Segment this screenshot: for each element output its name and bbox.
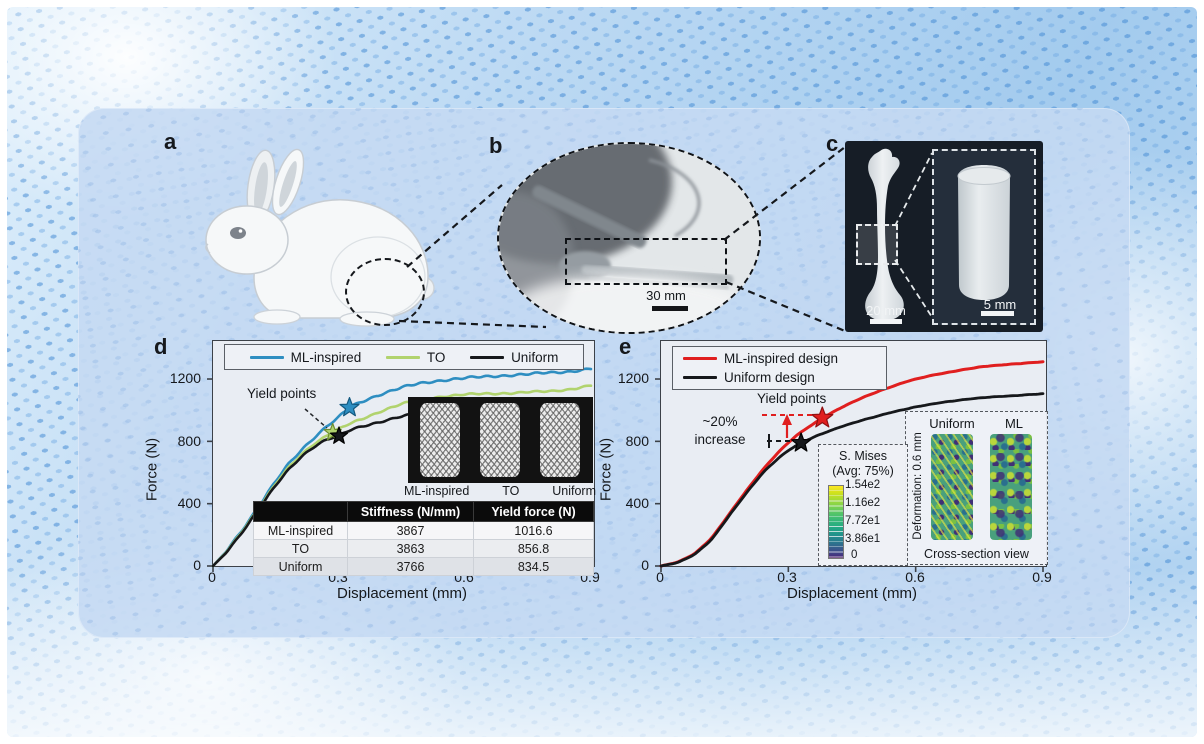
legend-item: Uniform design	[683, 370, 815, 385]
legend-label: Uniform design	[724, 370, 815, 385]
scaffold-label-to: TO	[502, 484, 520, 498]
panel-e-label: e	[619, 334, 632, 359]
legend-item: ML-inspired	[249, 349, 362, 365]
rabbit-eye	[230, 227, 246, 239]
panel-b-label: b	[489, 133, 503, 158]
table-row: ML-inspired 3867 1016.6	[253, 521, 594, 540]
mises-tick: 0	[851, 549, 858, 561]
scaffold-label-ml: ML-inspired	[404, 484, 470, 498]
yield-point-star	[791, 432, 812, 452]
chart-e-legend: ML-inspired design Uniform design	[672, 346, 887, 390]
bone-cylinder-image	[957, 165, 1011, 300]
mises-tick: 3.86e1	[845, 533, 881, 545]
panel-d-label: d	[154, 334, 168, 359]
e-ytick-400: 400	[625, 495, 649, 511]
table-row: TO 3863 856.8	[253, 539, 594, 558]
panel-a-label: a	[164, 129, 177, 154]
e-xtick-09: 0.9	[1032, 569, 1052, 585]
d-scaffold-inset	[408, 397, 593, 483]
ml-fea-image	[990, 434, 1032, 540]
d-ytick-400: 400	[177, 495, 201, 511]
mises-legend-box: S. Mises (Avg: 75%) 1.54e2 1.16e2 7.72e1…	[818, 444, 908, 566]
e-xtick-06: 0.6	[905, 569, 925, 585]
chart-d-legend: ML-inspired TO Uniform	[224, 344, 584, 370]
mises-tick: 1.16e2	[845, 497, 881, 509]
to-line-swatch	[385, 355, 420, 359]
deformation-label: Deformation: 0.6 mm	[912, 432, 924, 540]
e-xtick-03: 0.3	[777, 569, 797, 585]
e-x-axis-label: Displacement (mm)	[786, 585, 918, 602]
e-xtick-0: 0	[656, 569, 664, 585]
uniform-scaffold-image	[540, 403, 580, 477]
e-ytick-1200: 1200	[617, 370, 649, 386]
d-ytick-800: 800	[177, 433, 201, 449]
mises-tick: 1.54e2	[845, 479, 881, 491]
e-ytick-800: 800	[625, 433, 649, 449]
tibia-bone-image	[865, 148, 904, 321]
mises-title: S. Mises	[839, 449, 887, 463]
ml-inspired-line-swatch	[249, 355, 284, 359]
table-header-row: Stiffness (N/mm) Yield force (N)	[253, 501, 594, 522]
table-header-yield-force: Yield force (N)	[473, 501, 594, 522]
increase-annotation-line1: ~20%	[702, 414, 738, 429]
yield-point-star	[329, 426, 349, 444]
uniform-line-swatch	[470, 355, 505, 359]
legend-label: ML-inspired design	[724, 351, 839, 366]
d-scaffold-labels: ML-inspired TO Uniform	[404, 484, 596, 498]
d-results-table: Stiffness (N/mm) Yield force (N) ML-insp…	[253, 501, 594, 576]
scale-bar-20mm	[870, 319, 902, 324]
bone-segment-selection	[856, 224, 898, 265]
scale-bar-30mm	[652, 306, 688, 311]
ml-inspired-scaffold-image	[420, 403, 460, 477]
e-yield-points-annotation: Yield points	[757, 391, 827, 406]
uniform-fea-image	[931, 434, 973, 540]
tibia-selection-rect	[565, 238, 727, 285]
cross-section-caption: Cross-section view	[924, 547, 1029, 561]
scaffold-label-uniform: Uniform	[552, 484, 596, 498]
to-scaffold-image	[480, 403, 520, 477]
hindlimb-selection-ellipse	[345, 258, 425, 326]
d-ytick-0: 0	[193, 557, 201, 573]
cross-section-ml-label: ML	[1004, 416, 1024, 431]
e-ytick-0: 0	[641, 557, 649, 573]
legend-item: ML-inspired design	[683, 351, 838, 366]
d-ytick-1200: 1200	[169, 370, 201, 386]
cross-section-box: Uniform ML Deformation: 0.6 mm Cross-sec…	[905, 411, 1048, 565]
mises-tick: 7.72e1	[845, 515, 881, 527]
table-header-blank	[253, 501, 348, 522]
scale-bar-label-30mm: 30 mm	[646, 288, 686, 303]
increase-annotation-line2: increase	[694, 432, 746, 447]
scale-bar-5mm	[981, 311, 1014, 316]
yield-point-star	[339, 396, 360, 417]
legend-label: TO	[426, 349, 446, 365]
table-header-stiffness: Stiffness (N/mm)	[347, 501, 474, 522]
table-row: Uniform 3766 834.5	[253, 557, 594, 576]
d-xtick-0: 0	[208, 569, 216, 585]
scale-bar-label-20mm: 20 mm	[866, 303, 906, 318]
legend-item: TO	[385, 349, 446, 365]
legend-label: Uniform	[511, 349, 559, 365]
d-yield-points-annotation: Yield points	[247, 386, 317, 401]
mises-subtitle: (Avg: 75%)	[832, 464, 894, 478]
legend-item: Uniform	[470, 350, 558, 365]
scale-bar-label-5mm: 5 mm	[983, 297, 1017, 312]
mises-colorbar	[828, 485, 844, 559]
legend-label: ML-inspired	[290, 349, 362, 365]
cross-section-uniform-label: Uniform	[929, 416, 975, 431]
panel-c-label: c	[826, 131, 839, 156]
ml-design-line-swatch	[683, 356, 717, 361]
uniform-design-line-swatch	[683, 375, 717, 380]
d-x-axis-label: Displacement (mm)	[336, 585, 468, 602]
